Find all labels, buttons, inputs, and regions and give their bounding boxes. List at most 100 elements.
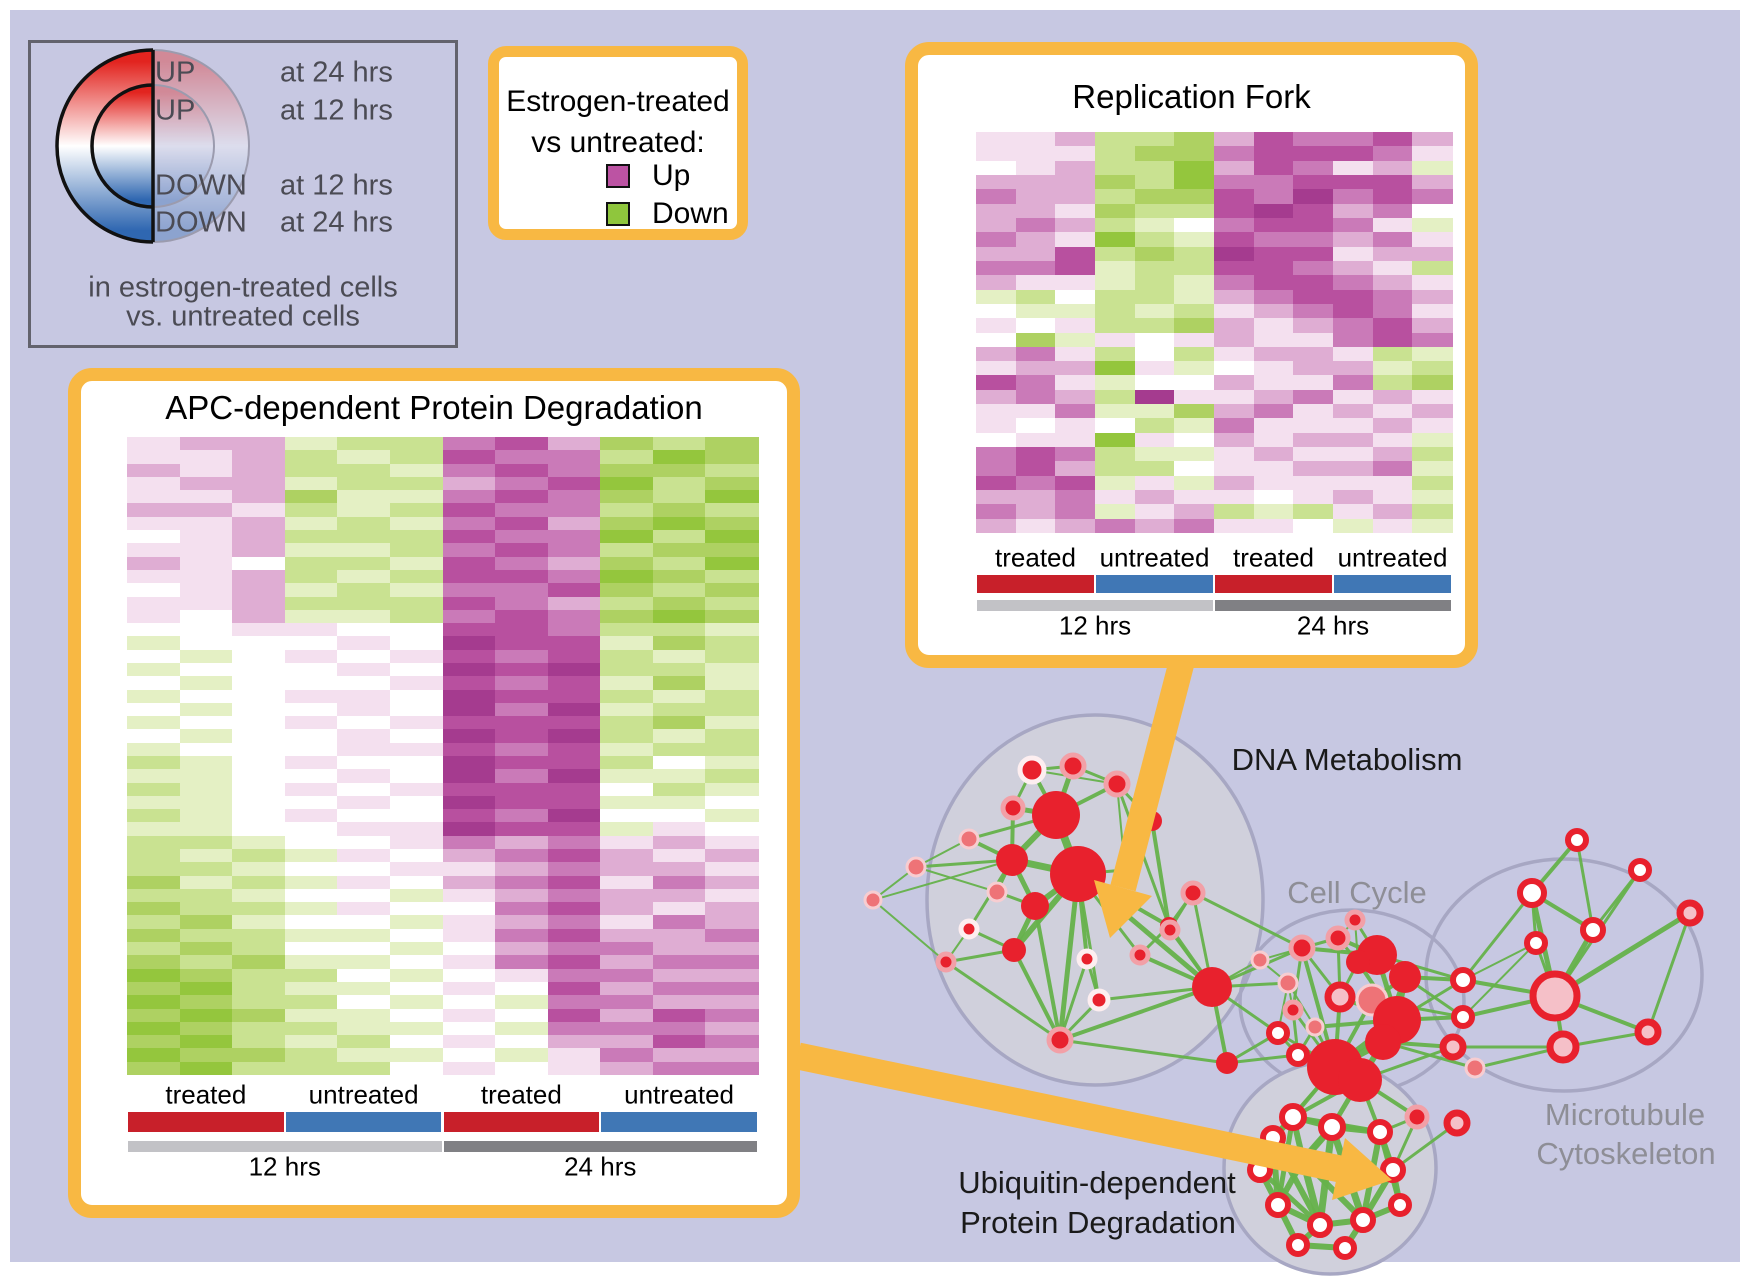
heatmap-cell bbox=[495, 609, 549, 624]
heatmap-cell bbox=[600, 702, 654, 717]
heatmap-cell bbox=[1095, 303, 1136, 319]
heatmap-cell bbox=[1333, 189, 1374, 205]
time-group-label: 12 hrs bbox=[248, 1151, 321, 1182]
heatmap-cell bbox=[1293, 289, 1334, 305]
heatmap-cell bbox=[547, 1008, 601, 1023]
heatmap-cell bbox=[179, 822, 233, 837]
heatmap-cell bbox=[284, 835, 338, 850]
heatmap-cell bbox=[1015, 432, 1056, 448]
heatmap-cell bbox=[127, 583, 181, 598]
heatmap-cell bbox=[284, 689, 338, 704]
heatmap-cell bbox=[127, 556, 181, 571]
heatmap-cell bbox=[976, 475, 1017, 491]
heatmap-cell bbox=[1134, 289, 1175, 305]
heatmap-cell bbox=[442, 476, 496, 491]
heatmap-cell bbox=[1293, 189, 1334, 205]
heatmap-cell bbox=[1253, 361, 1294, 376]
heatmap-cell bbox=[442, 862, 496, 877]
heatmap-cell bbox=[337, 583, 391, 598]
heatmap-cell bbox=[389, 795, 444, 810]
heatmap-cell bbox=[976, 189, 1017, 205]
heatmap-cell bbox=[495, 596, 549, 611]
heatmap-cell bbox=[600, 463, 654, 478]
heatmap-cell bbox=[232, 1048, 286, 1063]
heatmap-cell bbox=[232, 795, 286, 810]
heatmap-cell bbox=[547, 849, 601, 863]
heatmap-cell bbox=[284, 516, 338, 531]
heatmap-cell bbox=[389, 1048, 444, 1063]
heatmap-cell bbox=[337, 782, 391, 797]
heatmap-cell bbox=[600, 716, 654, 730]
heatmap-cell bbox=[442, 928, 496, 943]
heatmap-cell bbox=[1134, 260, 1175, 276]
heatmap-cell bbox=[1253, 504, 1294, 520]
heatmap-cell bbox=[547, 809, 601, 823]
heatmap-cell bbox=[232, 649, 286, 664]
heatmap-cell bbox=[1412, 490, 1453, 505]
heatmap-cell bbox=[600, 516, 654, 531]
heatmap-cell bbox=[1015, 260, 1056, 276]
heatmap-cell bbox=[976, 175, 1017, 190]
heatmap-cell bbox=[179, 463, 233, 478]
heatmap-cell bbox=[127, 716, 181, 730]
heatmap-cell bbox=[1293, 432, 1334, 448]
heatmap-cell bbox=[1134, 475, 1175, 491]
heatmap-cell bbox=[179, 516, 233, 531]
heatmap-cell bbox=[179, 476, 233, 491]
heatmap-cell bbox=[284, 955, 338, 970]
heatmap-cell bbox=[127, 596, 181, 611]
heatmap-cell bbox=[337, 516, 391, 531]
heatmap-cell bbox=[1293, 217, 1334, 233]
heatmap-cell bbox=[547, 968, 601, 983]
heatmap-cell bbox=[284, 782, 338, 797]
heatmap-cell bbox=[547, 530, 601, 544]
heatmap-cell bbox=[232, 742, 286, 757]
heatmap-cell bbox=[389, 596, 444, 611]
heatmap-cell bbox=[705, 928, 759, 943]
heatmap-cell bbox=[232, 450, 286, 465]
heatmap-cell bbox=[1174, 504, 1215, 520]
heatmap-cell bbox=[600, 729, 654, 744]
heatmap-cell bbox=[442, 1048, 496, 1063]
heatmap-cell bbox=[1095, 318, 1136, 334]
heatmap-cell bbox=[1174, 146, 1215, 162]
heatmap-cell bbox=[1214, 346, 1255, 362]
heatmap-cell bbox=[1015, 289, 1056, 305]
heatmap-cell bbox=[600, 596, 654, 611]
heatmap-cell bbox=[1253, 432, 1294, 448]
heatmap-cell bbox=[442, 636, 496, 651]
legend-up-24-direction: UP bbox=[155, 56, 196, 89]
heatmap-cell bbox=[1412, 475, 1453, 491]
heatmap-cell bbox=[127, 1021, 181, 1036]
heatmap-cell bbox=[389, 769, 444, 784]
heatmap-cell bbox=[495, 583, 549, 598]
heatmap-cell bbox=[337, 702, 391, 717]
heatmap-cell bbox=[1055, 432, 1096, 448]
heatmap-cell bbox=[1372, 203, 1413, 219]
heatmap-cell bbox=[232, 1021, 286, 1036]
heatmap-cell bbox=[1055, 132, 1096, 147]
heatmap-cell bbox=[179, 1021, 233, 1036]
heatmap-cell bbox=[705, 437, 759, 451]
heatmap-cell bbox=[1134, 275, 1175, 291]
heatmap-cell bbox=[284, 702, 338, 717]
heatmap-cell bbox=[1333, 132, 1374, 147]
heatmap-cell bbox=[976, 132, 1017, 147]
heatmap-cell bbox=[495, 1048, 549, 1063]
legend-caption-line1: in estrogen-treated cells bbox=[88, 271, 398, 304]
heatmap-cell bbox=[652, 636, 706, 651]
heatmap-cell bbox=[232, 902, 286, 916]
heatmap-cell bbox=[547, 1048, 601, 1063]
heatmap-cell bbox=[1253, 389, 1294, 405]
heatmap-cell bbox=[705, 782, 759, 797]
heatmap-cell bbox=[600, 928, 654, 943]
heatmap-cell bbox=[976, 217, 1017, 233]
heatmap-cell bbox=[442, 569, 496, 584]
heatmap-cell bbox=[232, 915, 286, 930]
heatmap-cell bbox=[284, 928, 338, 943]
heatmap-cell bbox=[127, 795, 181, 810]
heatmap-cell bbox=[1372, 389, 1413, 405]
heatmap-cell bbox=[179, 902, 233, 916]
heatmap-cell bbox=[976, 447, 1017, 462]
heatmap-cell bbox=[1412, 132, 1453, 147]
